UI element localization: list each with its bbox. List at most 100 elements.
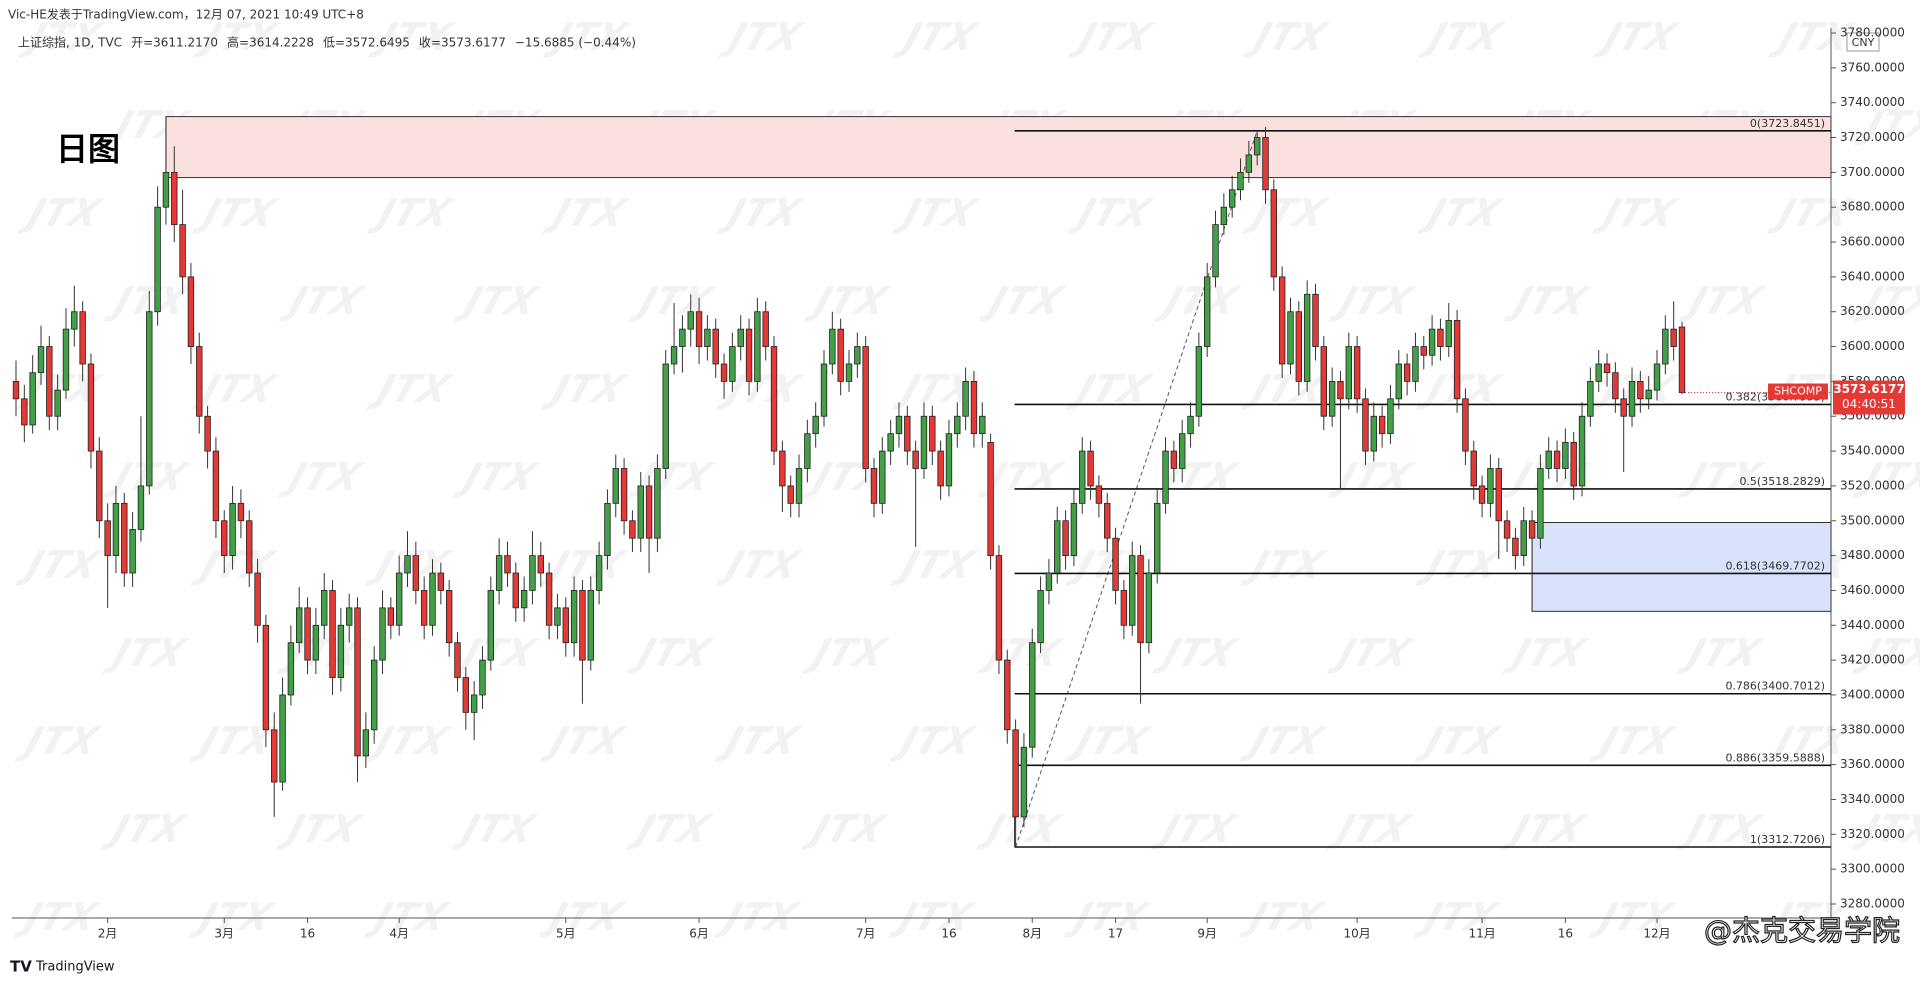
x-tick-label: 3月 (214, 927, 234, 941)
candle-body (1045, 572, 1053, 591)
candle-body (537, 555, 544, 574)
y-tick-label: 3360.0000 (1840, 757, 1905, 771)
x-tick-label: 2月 (98, 927, 118, 941)
candle-body (1570, 441, 1577, 487)
candle-body (1320, 346, 1328, 417)
y-tick-label: 3720.0000 (1840, 130, 1905, 144)
candle-body (1195, 346, 1203, 417)
watermark: JTX (538, 720, 630, 764)
watermark: JTX (1591, 192, 1683, 236)
candle-body (737, 328, 744, 347)
candle-body (1120, 590, 1128, 626)
price-tag-text: 3573.6177 (1833, 382, 1904, 396)
candle-body (645, 485, 653, 539)
candle-body (1445, 320, 1452, 347)
y-tick-label: 3700.0000 (1840, 165, 1905, 179)
candle-body (204, 415, 211, 452)
candle-body (1104, 502, 1111, 539)
x-tick-label: 12月 (1643, 927, 1670, 941)
candle-body (945, 433, 953, 487)
candle-body (879, 450, 886, 504)
candle-body (729, 346, 736, 382)
watermark: JTX (366, 192, 458, 236)
candle-body (762, 311, 769, 347)
candle-body (1020, 746, 1028, 818)
x-tick-label: 7月 (856, 927, 876, 941)
watermark: JTX (1500, 632, 1592, 676)
watermark: JTX (975, 632, 1067, 676)
watermark: JTX (100, 632, 192, 676)
x-tick-label: 10月 (1343, 927, 1370, 941)
watermark: JTX (977, 280, 1069, 324)
candle-body (1287, 311, 1294, 365)
candle-body (695, 311, 703, 347)
candle-body (1212, 224, 1219, 278)
candle-body (1070, 502, 1078, 556)
candle-body (379, 607, 386, 661)
watermark: JTX (191, 192, 283, 236)
candle-body (237, 502, 245, 522)
candle-body (545, 572, 553, 626)
candle-body (720, 363, 728, 382)
y-tick-label: 3440.0000 (1840, 618, 1905, 632)
brand-logo: TV (10, 958, 32, 976)
zone (165, 116, 1832, 179)
candle-body (820, 363, 828, 417)
watermark: JTX (1325, 632, 1417, 676)
candle-body (870, 468, 878, 504)
candle-body (79, 311, 86, 365)
candle-body (54, 389, 61, 417)
candle-body (1395, 363, 1402, 400)
candle-body (1495, 468, 1502, 522)
watermark: JTX (713, 720, 805, 764)
watermark: JTX (452, 280, 544, 324)
candle-body (1662, 328, 1669, 365)
candle-body (1370, 415, 1377, 452)
candle-body (246, 520, 253, 574)
candle-body (1345, 346, 1352, 400)
candle-body (1587, 380, 1594, 417)
legend-symbol: 上证综指, 1D, TVC (18, 35, 122, 50)
candle-body (1328, 380, 1336, 417)
watermark: JTX (541, 192, 633, 236)
watermark: JTX (1150, 808, 1242, 852)
candle-body (1278, 276, 1286, 365)
x-tick-label: 17 (1108, 927, 1123, 941)
candle-body (887, 433, 894, 452)
x-tick-label: 16 (941, 927, 956, 941)
candle-body (1603, 363, 1611, 374)
symbol-tag-text: SHCOMP (1774, 385, 1822, 398)
candle-body (1112, 537, 1119, 591)
watermark: JTX (1590, 368, 1682, 412)
candle-body (171, 171, 178, 226)
legend-change: −15.6885 (−0.44%) (515, 36, 636, 50)
x-tick-label: 16 (300, 927, 315, 941)
candle-body (1528, 520, 1536, 539)
candle-body (1270, 189, 1278, 278)
watermark: JTX (714, 544, 806, 588)
watermark: JTX (451, 456, 543, 500)
watermark: JTX (889, 544, 981, 588)
candle-body (129, 529, 136, 574)
candle-body (620, 468, 628, 522)
legend-high: 高=3614.2228 (227, 35, 314, 50)
candle-body (1595, 363, 1602, 382)
fib-label: 0.5(3518.2829) (1739, 475, 1825, 488)
watermark: JTX (800, 632, 892, 676)
candle-body (562, 607, 569, 644)
candle-body (745, 328, 753, 382)
candle-body (312, 624, 320, 661)
candle-body (1262, 137, 1269, 191)
watermark: JTX (14, 544, 106, 588)
candle-body (1470, 450, 1477, 487)
x-tick-label: 6月 (689, 927, 709, 941)
candle-body (487, 590, 495, 661)
candle-body (637, 485, 644, 539)
candle-body (445, 590, 453, 644)
candle-body (787, 485, 794, 504)
candle-body (296, 607, 303, 644)
candle-body (1353, 346, 1361, 400)
candle-body (570, 590, 578, 644)
y-tick-label: 3760.0000 (1840, 60, 1905, 74)
candle-body (37, 346, 45, 374)
